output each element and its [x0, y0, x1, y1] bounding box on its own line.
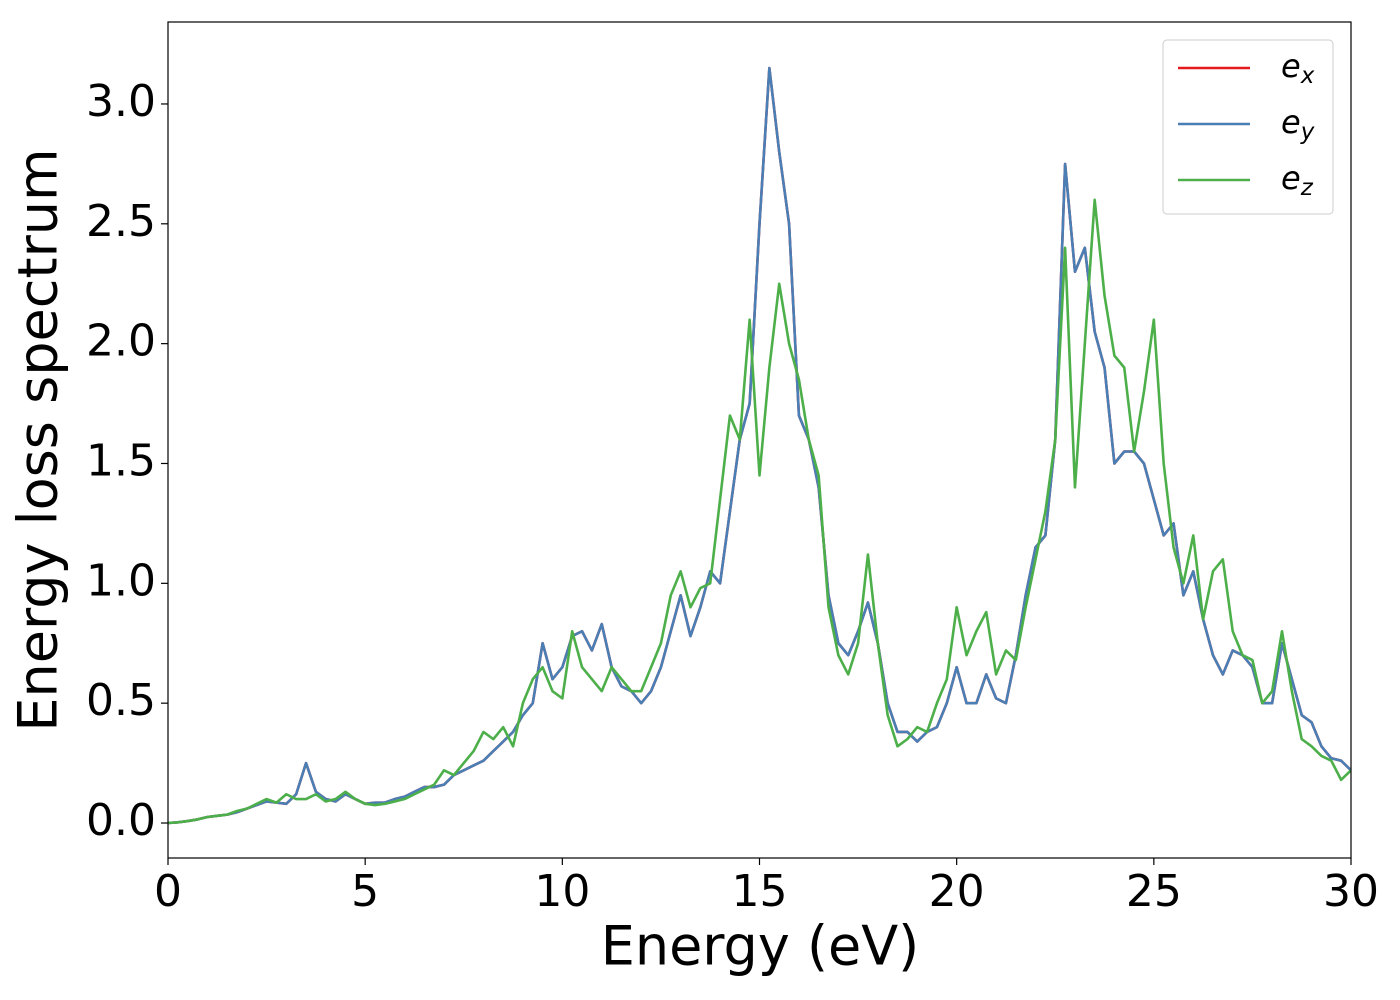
x-tick-label: 10: [534, 866, 590, 917]
y-tick-label: 2.5: [86, 196, 156, 247]
legend-label: ex: [1281, 47, 1315, 89]
x-tick-label: 0: [154, 866, 182, 917]
x-tick-label: 15: [732, 866, 788, 917]
y-tick-label: 3.0: [86, 76, 156, 127]
y-axis-label: Energy loss spectrum: [7, 148, 70, 731]
data-line: [168, 198, 1351, 825]
y-tick-label: 1.0: [86, 555, 156, 606]
plot-area: [168, 66, 1351, 825]
x-tick-label: 30: [1323, 866, 1379, 917]
legend-label: ez: [1281, 159, 1314, 201]
legend-label: ey: [1281, 103, 1315, 145]
x-tick-label: 25: [1126, 866, 1182, 917]
legend-box: [1162, 39, 1334, 215]
x-tick-label: 20: [929, 866, 985, 917]
y-tick-label: 1.5: [86, 435, 156, 486]
x-axis-label: Energy (eV): [601, 915, 920, 978]
y-tick-label: 0.5: [86, 675, 156, 726]
y-tick-label: 2.0: [86, 316, 156, 367]
y-tick-label: 0.0: [86, 795, 156, 846]
x-tick-label: 5: [351, 866, 379, 917]
plot-frame: [167, 21, 1352, 859]
